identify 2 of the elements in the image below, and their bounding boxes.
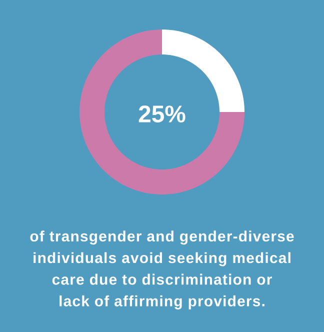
text: of transgender and gender-diverse individuals avoid seeking medical care due to discrimination or lack of affirming providers. — [30, 230, 294, 310]
text: 25% — [138, 106, 186, 122]
